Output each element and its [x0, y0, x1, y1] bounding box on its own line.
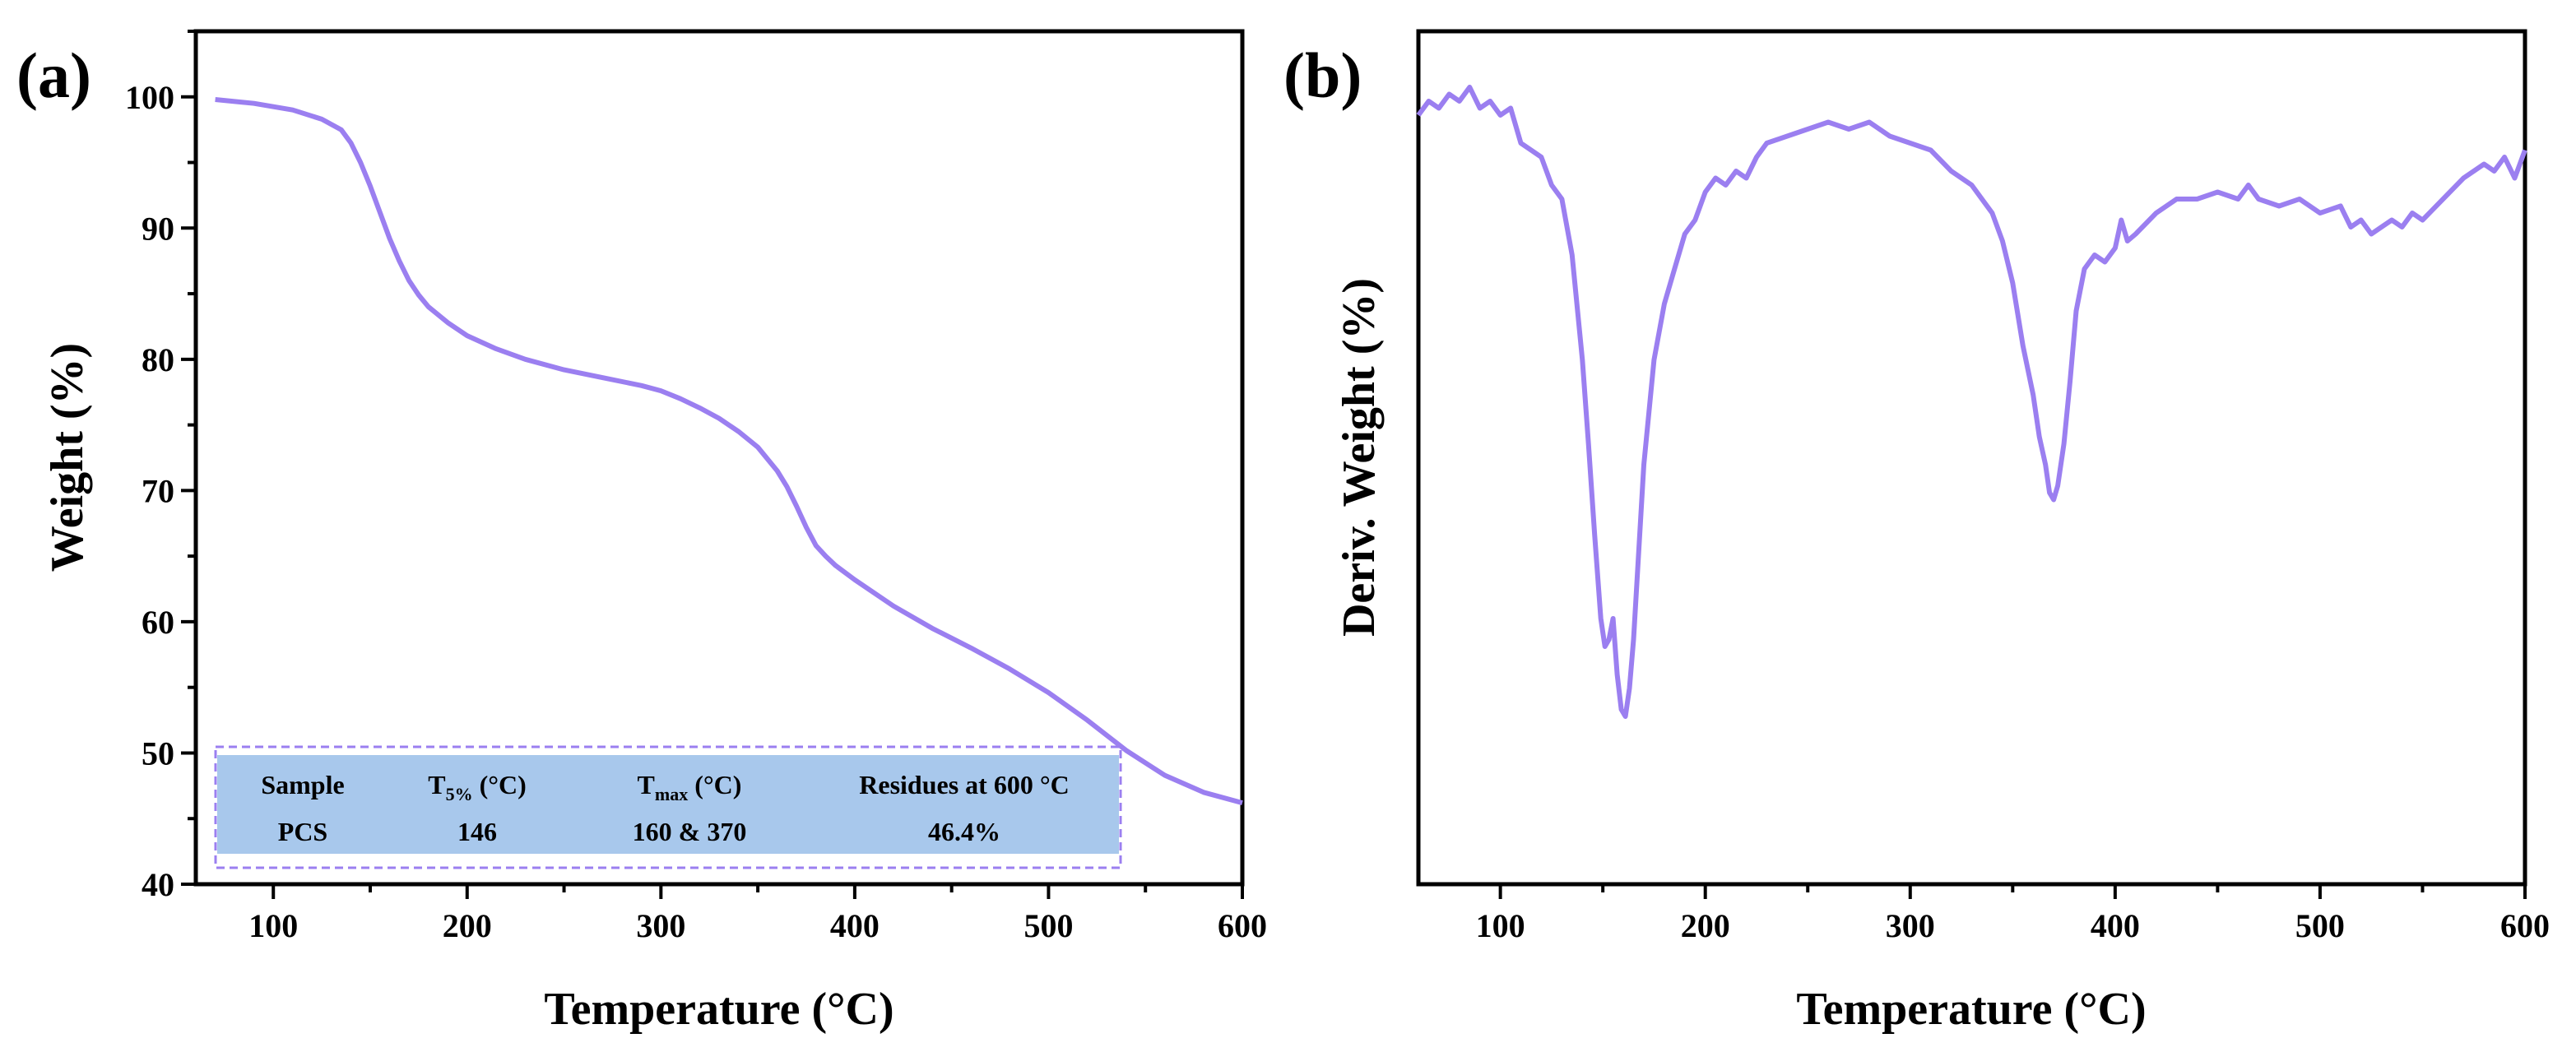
panel-b-x-axis-title: Temperature (°C) [1796, 984, 2146, 1035]
panel-a-x-tick-label: 100 [248, 907, 298, 944]
panel-a-x-tick-label: 400 [830, 907, 880, 944]
table-cell-tmax: 160 & 370 [633, 817, 747, 846]
table-cell-t5: 146 [457, 817, 497, 846]
panel-a-chart: (a) 100 200 300 400 500 600 40 50 60 70 80 90 100 Sa… [16, 29, 1267, 1035]
panel-a-y-tick-label: 70 [142, 472, 174, 509]
table-header-residues: Residues at 600 °C [859, 770, 1069, 799]
panel-b-x-tick-label: 200 [1681, 907, 1730, 944]
panel-b-frame [1416, 29, 2527, 887]
panel-a-label: (a) [16, 39, 91, 111]
table-cell-residues: 46.4% [928, 817, 1000, 846]
panel-b-x-tick-label: 300 [1886, 907, 1935, 944]
panel-b-x-tick-label: 100 [1476, 907, 1525, 944]
table-header-t5: T5% (°C) [428, 770, 527, 804]
panel-b-chart: (b) 100 200 300 400 500 600 Temperature (°C) … [1283, 29, 2550, 1035]
residue-table-border [214, 745, 1122, 869]
panel-a-frame [193, 29, 1245, 887]
panel-a-x-tick-label: 600 [1218, 907, 1267, 944]
panel-a-x-tick-label: 300 [636, 907, 685, 944]
panel-a-ticks: 100 200 300 400 500 600 40 50 60 70 80 90 100 [125, 30, 1267, 944]
panel-a-y-tick-label: 60 [142, 604, 174, 641]
panel-b-x-tick-label: 600 [2500, 907, 2550, 944]
panel-a-weight-curve [215, 97, 1243, 805]
residue-table: Sample T5% (°C) Tmax (°C) Residues at 60… [214, 745, 1122, 869]
panel-a-x-tick-label: 200 [443, 907, 492, 944]
table-header-sample: Sample [261, 770, 344, 799]
panel-b-label: (b) [1283, 39, 1362, 111]
panel-b-x-tick-label: 400 [2091, 907, 2140, 944]
panel-a-y-tick-label: 40 [142, 866, 174, 903]
panel-a-y-tick-label: 90 [142, 210, 174, 247]
panel-a-y-tick-label: 50 [142, 735, 174, 772]
panel-b-x-tick-label: 500 [2295, 907, 2345, 944]
panel-b-y-axis-title: Deriv. Weight (%) [1334, 278, 1385, 637]
panel-a-y-axis-title: Weight (%) [42, 343, 93, 572]
table-header-tmax: Tmax (°C) [638, 770, 742, 804]
panel-b-derivative-curve [1416, 85, 2527, 719]
table-cell-sample: PCS [278, 817, 327, 846]
panel-a-y-tick-label: 80 [142, 341, 174, 378]
panel-a-x-axis-title: Temperature (°C) [544, 984, 893, 1035]
panel-b-ticks: 100 200 300 400 500 600 [1476, 884, 2550, 944]
panel-a-x-tick-label: 500 [1023, 907, 1073, 944]
residue-table-fill [217, 755, 1119, 854]
panel-a-y-tick-label: 100 [125, 79, 174, 116]
